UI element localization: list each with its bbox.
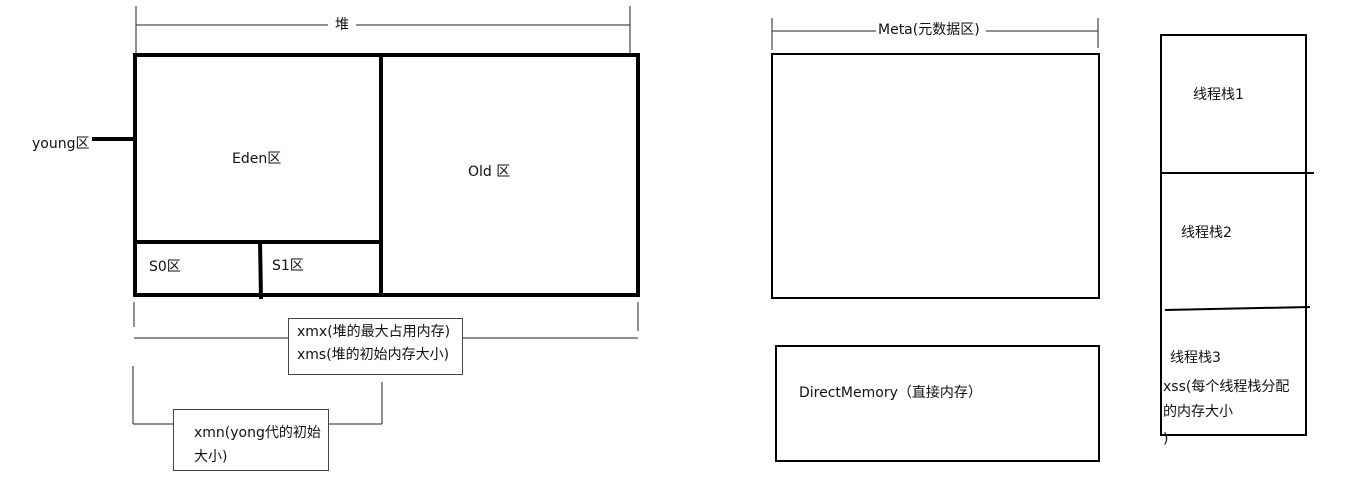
heap-dimension-bracket xyxy=(135,6,631,56)
meta-dimension-bracket xyxy=(771,18,1099,50)
thread-stack-1-label: 线程栈1 xyxy=(1193,87,1244,103)
meta-box xyxy=(771,53,1100,299)
heap-size-note: xmx(堆的最大占用内存) xms(堆的初始内存大小) xyxy=(288,318,463,375)
heap-box xyxy=(133,53,640,297)
old-label: Old 区 xyxy=(468,164,511,180)
young-label: young区 xyxy=(32,136,90,152)
xss-note-line2: 的内存大小 xyxy=(1163,404,1233,420)
xmx-note: xmx(堆的最大占用内存) xyxy=(297,324,451,340)
young-note-bracket xyxy=(132,366,383,425)
young-size-note: xmn(yong代的初始 大小) xyxy=(173,409,329,471)
eden-label: Eden区 xyxy=(232,151,282,167)
direct-memory-label: DirectMemory（直接内存） xyxy=(799,385,982,401)
heap-title: 堆 xyxy=(335,17,349,33)
s1-label: S1区 xyxy=(272,258,304,274)
xss-note-line1: xss(每个线程栈分配 xyxy=(1163,379,1290,395)
heap-note-bracket xyxy=(133,302,639,339)
s0-s1-divider xyxy=(258,239,263,300)
xmn-note-line1: xmn(yong代的初始 xyxy=(194,425,321,441)
xmn-note-line2: 大小) xyxy=(194,449,228,465)
xss-note-line3: ) xyxy=(1163,431,1169,447)
s0-label: S0区 xyxy=(149,259,181,275)
thread-stack-2-label: 线程栈2 xyxy=(1181,225,1232,241)
meta-title: Meta(元数据区) xyxy=(878,22,980,38)
thread-stacks-box xyxy=(1160,34,1307,436)
xms-note: xms(堆的初始内存大小) xyxy=(297,347,450,363)
thread-stack-divider-2 xyxy=(1164,306,1311,311)
thread-stack-3-label: 线程栈3 xyxy=(1170,350,1221,366)
direct-memory-box xyxy=(775,345,1100,462)
